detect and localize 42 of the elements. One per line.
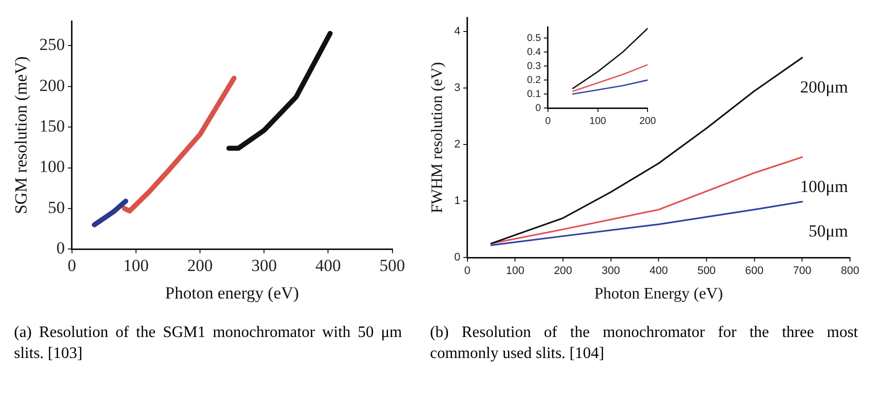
series-label: 100μm xyxy=(800,177,848,196)
y-tick-label: 0.2 xyxy=(526,74,542,86)
y-tick-label: 4 xyxy=(454,26,460,38)
y-tick-label: 0.5 xyxy=(526,32,542,44)
x-tick-label: 200 xyxy=(554,265,572,278)
x-tick-label: 100 xyxy=(123,256,149,275)
series-label: 50μm xyxy=(808,222,848,241)
x-tick-label: 400 xyxy=(649,265,668,278)
y-tick-label: 50 xyxy=(48,198,65,217)
x-tick-label: 0 xyxy=(545,116,552,127)
x-tick-label: 400 xyxy=(315,256,341,275)
y-tick-label: 1 xyxy=(454,195,460,208)
x-tick-label: 700 xyxy=(792,265,812,278)
y-tick-label: 100 xyxy=(39,157,65,176)
x-tick-label: 500 xyxy=(380,256,405,275)
x-axis-title: Photon Energy (eV) xyxy=(594,286,723,303)
y-tick-label: 0.4 xyxy=(526,46,542,58)
y-tick-label: 200 xyxy=(39,76,65,95)
x-axis-title: Photon energy (eV) xyxy=(165,283,299,302)
y-tick-label: 0.3 xyxy=(526,60,542,72)
x-tick-label: 300 xyxy=(602,265,620,278)
x-tick-label: 200 xyxy=(187,256,213,275)
x-tick-label: 300 xyxy=(251,256,277,275)
y-axis-title: SGM resolution (meV) xyxy=(12,56,31,214)
y-tick-label: 250 xyxy=(39,35,65,54)
y-tick-label: 0 xyxy=(56,238,65,258)
x-tick-label: 100 xyxy=(589,116,607,127)
x-tick-label: 800 xyxy=(840,265,860,278)
y-tick-label: 0.1 xyxy=(526,88,542,100)
series-label: 200μm xyxy=(800,78,848,97)
x-tick-label: 0 xyxy=(464,265,470,278)
y-tick-label: 0 xyxy=(535,102,542,114)
y-tick-label: 3 xyxy=(454,82,460,94)
x-tick-label: 100 xyxy=(506,265,524,278)
text: (a) Resolution of the SGM1 monochromator with 50 μm slits. [103] xyxy=(13,323,403,364)
y-tick-label: 150 xyxy=(39,116,65,136)
x-tick-label: 200 xyxy=(639,116,656,127)
y-axis-title: FWHM resolution (eV) xyxy=(428,62,446,214)
text: (b) Resolution of the monochromator for the three most commonly used slits. [104] xyxy=(429,323,859,364)
x-tick-label: 600 xyxy=(745,265,764,278)
x-tick-label: 500 xyxy=(697,265,716,278)
y-tick-label: 2 xyxy=(454,138,460,151)
